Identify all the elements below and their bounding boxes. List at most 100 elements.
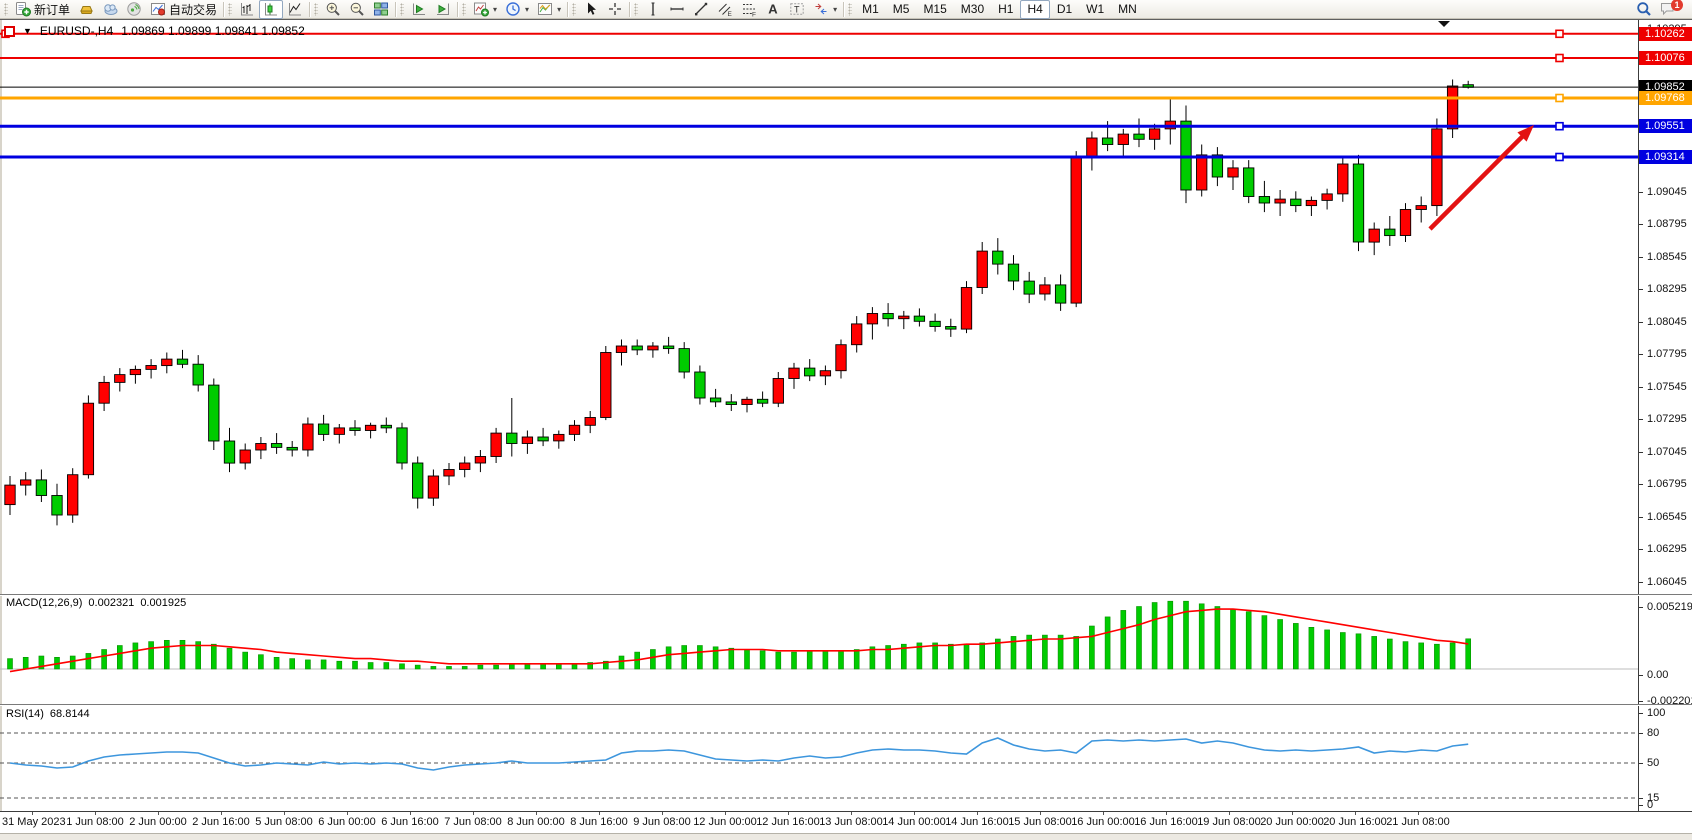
rsi-axis-label: 15 — [1647, 792, 1660, 804]
price-tick-label: 1.07545 — [1647, 381, 1687, 393]
macd-signal-line — [9, 608, 1469, 673]
bar-chart-button[interactable] — [235, 0, 259, 19]
time-tick-label: 16 Jun 16:00 — [1134, 816, 1198, 828]
tf-h1-button[interactable]: H1 — [991, 0, 1020, 19]
history-center-button[interactable] — [98, 0, 122, 19]
tf-mn-button[interactable]: MN — [1111, 0, 1144, 19]
macd-histogram-bar — [947, 643, 954, 670]
auto-scroll-button[interactable] — [407, 0, 431, 19]
toolbar-drag-handle[interactable] — [400, 2, 405, 16]
rsi-splitter[interactable] — [0, 704, 1692, 705]
price-axis[interactable]: 1.102951.100451.097951.095451.092951.090… — [1639, 20, 1692, 811]
line-chart-button[interactable] — [283, 0, 307, 19]
templates-button[interactable]: ▾ — [533, 0, 565, 19]
arrows-button[interactable]: ▾ — [809, 0, 841, 19]
macd-histogram-bar — [1387, 638, 1393, 670]
time-tick-label: 7 Jun 08:00 — [444, 816, 502, 828]
new-order-icon — [15, 1, 31, 17]
zoom-out-button[interactable] — [345, 0, 369, 19]
tf-m5-button[interactable]: M5 — [886, 0, 917, 19]
fibonacci-icon: F — [741, 1, 757, 17]
macd-histogram-bar — [744, 649, 750, 670]
candlestick-chart-button[interactable] — [259, 0, 284, 19]
text-button[interactable]: A — [761, 0, 785, 19]
macd-histogram-bar — [1293, 623, 1299, 670]
rsi-panel-canvas[interactable] — [0, 707, 1638, 811]
macd-histogram-bar — [869, 646, 876, 670]
candle — [427, 475, 440, 499]
tf-m1-button[interactable]: M1 — [855, 0, 886, 19]
chart-shift-button[interactable] — [431, 0, 455, 19]
svg-text:F: F — [752, 12, 756, 18]
toolbar-drag-handle[interactable] — [634, 2, 639, 16]
gold-button[interactable] — [74, 0, 98, 19]
tf-w1-button[interactable]: W1 — [1079, 0, 1111, 19]
chart-menu-triangle-icon[interactable]: ▼ — [23, 26, 32, 36]
periods-button[interactable]: ▾ — [501, 0, 533, 19]
fibonacci-button[interactable]: F — [737, 0, 761, 19]
hline-handle[interactable] — [1555, 93, 1564, 103]
macd-splitter[interactable] — [0, 594, 1692, 595]
price-tick-label: 1.07045 — [1647, 446, 1687, 458]
toolbar-drag-handle[interactable] — [848, 2, 853, 16]
notifications-button[interactable]: 1 — [1656, 0, 1683, 19]
candle — [647, 345, 659, 351]
macd-axis-label: 0.00 — [1647, 669, 1669, 681]
tf-d1-button-label: D1 — [1056, 2, 1073, 16]
candle — [1117, 133, 1129, 145]
autotrading-button[interactable]: 自动交易 — [146, 0, 221, 19]
tf-h4-button[interactable]: H4 — [1020, 0, 1050, 19]
price-tick-label: 1.09045 — [1647, 186, 1687, 198]
cursor-button[interactable] — [579, 0, 603, 19]
toolbar-drag-handle[interactable] — [462, 2, 467, 16]
macd-histogram-bar — [775, 651, 782, 670]
macd-histogram-bar — [336, 660, 343, 670]
main-chart-canvas[interactable] — [0, 20, 1638, 594]
hline-handle[interactable] — [1555, 121, 1564, 131]
toolbar-drag-handle[interactable] — [314, 2, 319, 16]
crosshair-button[interactable] — [603, 0, 627, 19]
horizontal-line-button[interactable] — [665, 0, 689, 19]
tf-d1-button[interactable]: D1 — [1050, 0, 1079, 19]
signals-button[interactable] — [122, 0, 146, 19]
toolbar-drag-handle[interactable] — [228, 2, 233, 16]
tf-m30-button[interactable]: M30 — [954, 0, 991, 19]
chart-window[interactable]: ▼ EURUSD-,H4 1.09869 1.09899 1.09841 1.0… — [0, 19, 1692, 840]
dropdown-caret-icon: ▾ — [833, 4, 838, 14]
time-tick-label: 12 Jun 00:00 — [693, 816, 757, 828]
candle — [584, 417, 596, 426]
hline-left-handle[interactable] — [4, 25, 15, 37]
new-order-button[interactable]: 新订单 — [11, 0, 74, 19]
macd-panel-canvas[interactable] — [0, 597, 1638, 704]
macd-histogram-bar — [1465, 638, 1471, 670]
vertical-line-button[interactable] — [641, 0, 665, 19]
hline-handle[interactable] — [1555, 152, 1564, 162]
candle — [82, 402, 95, 476]
price-flag: 1.10076 — [1639, 51, 1692, 65]
hline-handle[interactable] — [1555, 29, 1564, 39]
hline-handle[interactable] — [1555, 53, 1564, 63]
candle — [302, 423, 314, 451]
macd-histogram-bar — [916, 642, 923, 670]
candle — [945, 326, 957, 330]
macd-label: MACD(12,26,9) 0.002321 0.001925 — [6, 597, 192, 609]
zoom-in-button[interactable] — [321, 0, 345, 19]
equidistant-channel-button[interactable]: E — [713, 0, 737, 19]
search-button[interactable] — [1632, 0, 1656, 19]
window-bottom-edge — [0, 833, 1692, 840]
annotation-arrow-head[interactable] — [1517, 125, 1534, 142]
text-label-button[interactable]: T — [785, 0, 809, 19]
toolbar-drag-handle[interactable] — [4, 2, 8, 16]
macd-histogram-bar — [1434, 643, 1440, 670]
annotation-arrow[interactable] — [1428, 133, 1526, 231]
rsi-axis-label: 0 — [1647, 799, 1654, 811]
trendline-button[interactable] — [689, 0, 713, 19]
time-axis-splitter — [0, 811, 1692, 812]
toolbar-group: M1 M5 M15 M30 H1 H4 D1 W1 MN — [846, 0, 1144, 19]
time-axis[interactable]: 31 May 2023 1 Jun 08:00 2 Jun 00:00 2 Jun 1… — [0, 812, 1638, 833]
indicators-button[interactable]: ▾ — [469, 0, 501, 19]
svg-text:T: T — [794, 5, 800, 15]
toolbar-drag-handle[interactable] — [572, 2, 577, 16]
tf-m15-button[interactable]: M15 — [916, 0, 953, 19]
tile-windows-button[interactable] — [369, 0, 393, 19]
